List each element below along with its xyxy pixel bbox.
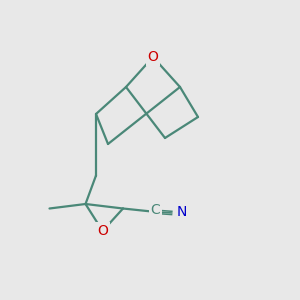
- Text: C: C: [150, 203, 160, 217]
- Text: N: N: [176, 206, 187, 219]
- Text: O: O: [148, 50, 158, 64]
- Text: O: O: [97, 224, 108, 238]
